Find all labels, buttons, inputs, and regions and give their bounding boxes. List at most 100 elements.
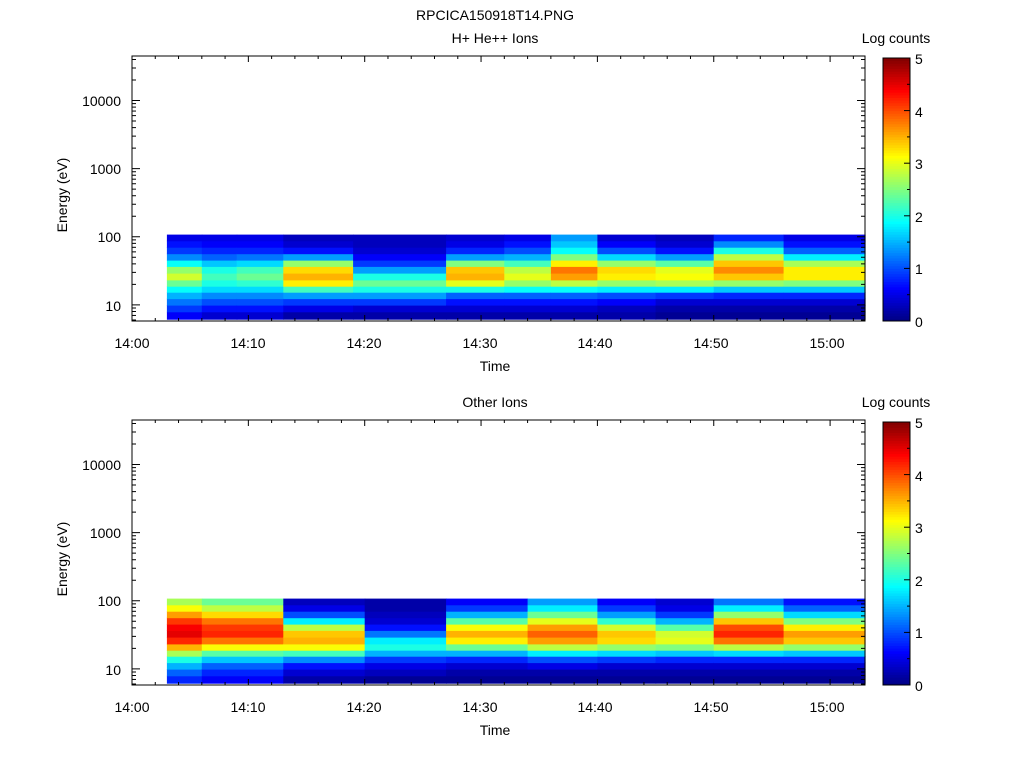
- heatmap-cell: [783, 279, 866, 287]
- x-tick-label: 14:00: [114, 699, 149, 715]
- heatmap-cell: [446, 617, 529, 625]
- heatmap-cell: [201, 611, 284, 619]
- heatmap-cell: [166, 298, 203, 306]
- colorbar-step: [883, 249, 910, 254]
- panel-2-y-axis-label: Energy (eV): [54, 522, 70, 597]
- heatmap-cell: [597, 266, 657, 274]
- colorbar-step: [883, 205, 910, 209]
- colorbar-step: [883, 532, 910, 536]
- heatmap-cell: [713, 311, 785, 320]
- colorbar-step: [883, 469, 910, 473]
- heatmap-cell: [283, 675, 366, 684]
- colorbar-step: [883, 448, 910, 452]
- heatmap-cell: [446, 286, 505, 293]
- colorbar-step: [883, 302, 910, 306]
- colorbar-step: [883, 86, 910, 91]
- colorbar-step: [883, 228, 910, 233]
- colorbar-step: [883, 189, 910, 193]
- panel-h-he-ions: H+ He++ Ions 14:00 14:10 14:20 14:30 14:…: [54, 30, 930, 374]
- heatmap-cell: [283, 279, 354, 287]
- panel-2-y-tick-labels: 10 100 1000 10000: [82, 457, 121, 678]
- panel-other-ions: Other Ions 14:00 14:10 14:20 14:30 14:40…: [54, 394, 930, 738]
- colorbar-step: [883, 682, 910, 686]
- colorbar-tick-label: 2: [915, 573, 923, 589]
- colorbar-step: [883, 244, 910, 248]
- colorbar-label: Log counts: [862, 30, 931, 46]
- colorbar-step: [883, 165, 910, 169]
- heatmap-cell: [655, 273, 715, 281]
- colorbar-step: [883, 79, 910, 83]
- heatmap-cell: [166, 623, 203, 631]
- heatmap-cell: [527, 630, 598, 638]
- colorbar-step: [883, 603, 910, 607]
- colorbar-step: [883, 443, 910, 447]
- heatmap-cell: [527, 643, 598, 651]
- heatmap-cell: [527, 656, 598, 664]
- heatmap-cell: [783, 305, 866, 313]
- colorbar-step: [883, 613, 910, 618]
- heatmap-cell: [166, 240, 203, 248]
- heatmap-cell: [283, 650, 366, 657]
- colorbar-step: [883, 102, 910, 106]
- heatmap-cell: [446, 266, 505, 274]
- panel-2-colorbar: Log counts 0 1 2 3 4 5: [862, 394, 931, 694]
- x-tick-label: 15:00: [809, 335, 844, 351]
- colorbar-step: [883, 152, 910, 156]
- colorbar-step: [883, 147, 910, 151]
- heatmap-cell: [504, 247, 552, 255]
- colorbar-step: [883, 432, 910, 436]
- heatmap-cell: [504, 286, 552, 293]
- colorbar-step: [883, 521, 910, 526]
- heatmap-cell: [504, 253, 552, 261]
- heatmap-cell: [166, 643, 203, 651]
- heatmap-cell: [783, 598, 866, 606]
- heatmap-cell: [201, 598, 284, 606]
- heatmap-cell: [364, 623, 447, 631]
- colorbar-step: [883, 173, 910, 177]
- heatmap-cell: [597, 623, 657, 631]
- colorbar-ticks: [904, 57, 910, 322]
- colorbar-step: [883, 645, 910, 649]
- colorbar-step: [883, 669, 910, 673]
- colorbar-step: [883, 160, 910, 164]
- heatmap-cell: [655, 234, 715, 242]
- heatmap-cell: [550, 273, 598, 281]
- colorbar-step: [883, 561, 910, 565]
- colorbar-step: [883, 92, 910, 96]
- colorbar-step: [883, 213, 910, 217]
- figure-title: RPCICA150918T14.PNG: [416, 7, 574, 23]
- heatmap-cell: [201, 656, 284, 664]
- heatmap-cell: [713, 292, 785, 300]
- colorbar-step: [883, 458, 910, 462]
- heatmap-cell: [353, 234, 447, 242]
- heatmap-cell: [713, 623, 785, 631]
- heatmap-cell: [201, 298, 238, 306]
- colorbar-step: [883, 265, 910, 269]
- colorbar-step: [883, 440, 910, 444]
- heatmap-cell: [713, 675, 785, 684]
- colorbar-step: [883, 671, 910, 675]
- heatmap-cell: [166, 598, 203, 606]
- heatmap-cell: [783, 253, 866, 261]
- colorbar-step: [883, 485, 910, 489]
- heatmap-cell: [283, 259, 354, 267]
- colorbar-step: [883, 97, 910, 101]
- heatmap-cell: [446, 298, 505, 306]
- heatmap-cell: [713, 617, 785, 625]
- heatmap-cell: [713, 305, 785, 313]
- heatmap-cell: [655, 266, 715, 274]
- heatmap-cell: [783, 286, 866, 293]
- colorbar-step: [883, 202, 910, 206]
- colorbar-step: [883, 569, 910, 573]
- heatmap-cell: [527, 623, 598, 631]
- heatmap-cell: [446, 273, 505, 281]
- heatmap-cell: [353, 240, 447, 248]
- colorbar-step: [883, 429, 910, 434]
- colorbar-step: [883, 524, 910, 528]
- colorbar-step: [883, 215, 910, 219]
- panel-1-plot-frame: [131, 55, 866, 322]
- colorbar-step: [883, 637, 910, 641]
- y-tick-label: 10: [105, 662, 121, 678]
- colorbar-step: [883, 100, 910, 104]
- heatmap-cell: [201, 650, 284, 657]
